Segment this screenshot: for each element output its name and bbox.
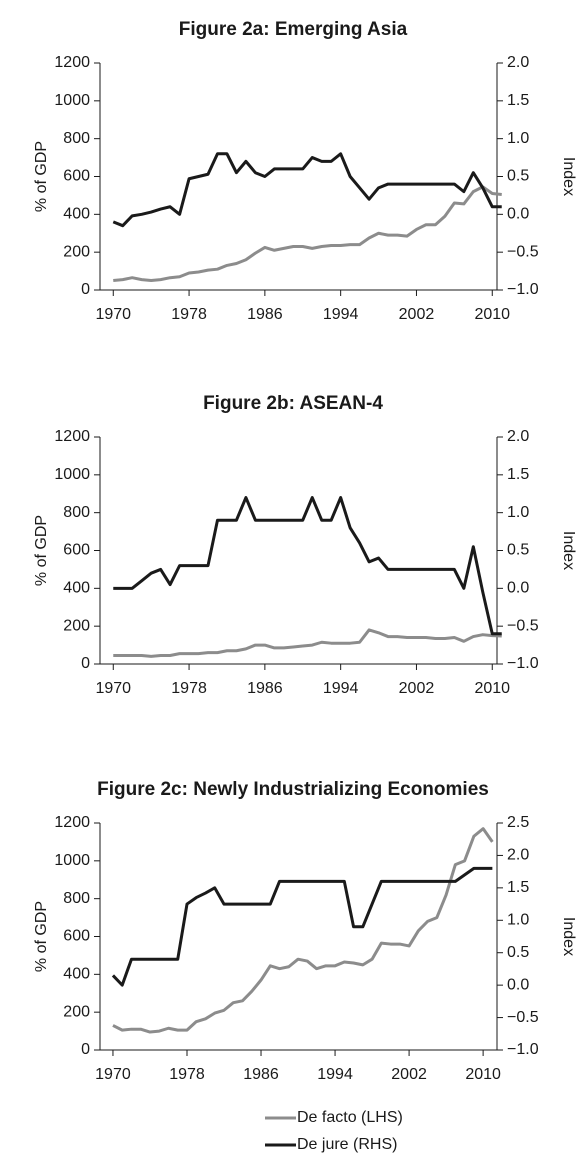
y-tick-label: 400: [63, 206, 90, 223]
y-tick-label: 800: [63, 504, 90, 521]
y2-tick-label: −1.0: [507, 655, 539, 672]
y-tick-label: 800: [63, 890, 90, 907]
y2-tick-label: 1.0: [507, 912, 529, 929]
y2-tick-label: 1.5: [507, 466, 529, 483]
y2-tick-label: −1.0: [507, 281, 539, 298]
y2-axis-label: Index: [560, 157, 577, 196]
y-tick-label: 1000: [54, 852, 90, 869]
x-tick-label: 1970: [95, 1066, 131, 1083]
x-tick-label: 1986: [247, 306, 283, 323]
x-tick-label: 2010: [465, 1066, 501, 1083]
y-tick-label: 1000: [54, 466, 90, 483]
data-line: [112, 152, 502, 228]
y2-tick-label: 0.0: [507, 580, 529, 597]
y2-tick-label: −0.5: [507, 243, 539, 260]
y2-tick-label: 0.5: [507, 542, 529, 559]
y2-tick-label: 0.5: [507, 944, 529, 961]
x-tick-label: 1978: [169, 1066, 205, 1083]
y-tick-label: 600: [63, 168, 90, 185]
x-tick-label: 1994: [323, 680, 359, 697]
y2-tick-label: 2.0: [507, 847, 529, 864]
y-tick-label: 400: [63, 580, 90, 597]
x-tick-label: 1986: [243, 1066, 279, 1083]
y-tick-label: 200: [63, 243, 90, 260]
x-tick-label: 1994: [317, 1066, 353, 1083]
y2-tick-label: −0.5: [507, 1009, 539, 1026]
y-tick-label: 400: [63, 966, 90, 983]
x-tick-label: 1978: [171, 680, 207, 697]
data-line: [112, 827, 494, 1034]
x-tick-label: 2010: [474, 680, 510, 697]
y-axis-label: % of GDP: [33, 901, 50, 972]
y-tick-label: 0: [81, 281, 90, 298]
y-axis-label: % of GDP: [33, 515, 50, 586]
y2-tick-label: 2.0: [507, 428, 529, 445]
chart-title: Figure 2a: Emerging Asia: [179, 19, 408, 40]
y-axis-label: % of GDP: [33, 141, 50, 212]
y2-tick-label: −1.0: [507, 1041, 539, 1058]
data-line: [113, 628, 502, 658]
chart-title: Figure 2b: ASEAN-4: [203, 393, 383, 414]
x-tick-label: 1970: [95, 680, 131, 697]
data-line: [111, 866, 493, 987]
y-tick-label: 1200: [54, 428, 90, 445]
x-tick-label: 2002: [391, 1066, 427, 1083]
y2-tick-label: 2.5: [507, 814, 529, 831]
y-tick-label: 200: [63, 1003, 90, 1020]
y-tick-label: 0: [81, 1041, 90, 1058]
y-tick-label: 200: [63, 617, 90, 634]
y2-tick-label: 0.5: [507, 168, 529, 185]
x-tick-label: 1986: [247, 680, 283, 697]
y-tick-label: 600: [63, 928, 90, 945]
y2-tick-label: 0.0: [507, 206, 529, 223]
x-tick-label: 2002: [399, 306, 435, 323]
y-tick-label: 0: [81, 655, 90, 672]
y2-tick-label: 1.0: [507, 130, 529, 147]
y2-tick-label: 2.0: [507, 54, 529, 71]
legend-label: De facto (LHS): [297, 1109, 403, 1126]
y-tick-label: 1200: [54, 54, 90, 71]
y-tick-label: 600: [63, 542, 90, 559]
x-tick-label: 1994: [323, 306, 359, 323]
x-tick-label: 2002: [399, 680, 435, 697]
legend-label: De jure (RHS): [297, 1136, 397, 1153]
y2-tick-label: 1.5: [507, 92, 529, 109]
y2-tick-label: −0.5: [507, 617, 539, 634]
chart-title: Figure 2c: Newly Industrializing Economi…: [97, 779, 489, 800]
y-tick-label: 1000: [54, 92, 90, 109]
y2-tick-label: 1.5: [507, 879, 529, 896]
x-tick-label: 1978: [171, 306, 207, 323]
data-line: [113, 185, 502, 283]
y-tick-label: 800: [63, 130, 90, 147]
x-tick-label: 1970: [95, 306, 131, 323]
y-tick-label: 1200: [54, 814, 90, 831]
x-tick-label: 2010: [474, 306, 510, 323]
data-line: [113, 496, 502, 636]
y2-axis-label: Index: [560, 531, 577, 570]
y2-tick-label: 1.0: [507, 504, 529, 521]
y2-tick-label: 0.0: [507, 976, 529, 993]
y2-axis-label: Index: [560, 917, 577, 956]
